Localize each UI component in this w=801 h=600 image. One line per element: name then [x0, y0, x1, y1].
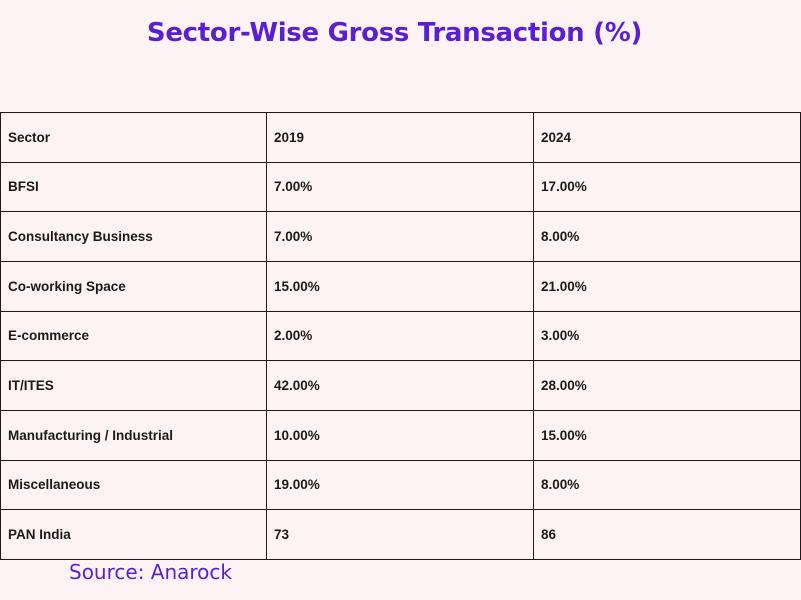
- sector-cell: PAN India: [0, 509, 267, 560]
- table-row: Co-working Space 15.00% 21.00%: [0, 260, 801, 312]
- table-row: IT/ITES 42.00% 28.00%: [0, 360, 801, 411]
- value-2024-cell: 17.00%: [533, 161, 801, 213]
- value-2024-cell: 86: [533, 509, 801, 560]
- value-2019-cell: 10.00%: [266, 409, 534, 461]
- value-2024-cell: 28.00%: [533, 360, 801, 411]
- value-2024-cell: 8.00%: [533, 459, 801, 511]
- chart-title: Sector-Wise Gross Transaction (%): [146, 18, 643, 48]
- sector-cell: Co-working Space: [0, 260, 267, 312]
- value-2024-cell: 21.00%: [533, 260, 801, 312]
- header-cell-2024: 2024: [533, 112, 801, 163]
- header-cell-sector: Sector: [0, 112, 267, 163]
- table-row: Manufacturing / Industrial 10.00% 15.00%: [0, 409, 801, 461]
- sector-cell: E-commerce: [0, 310, 267, 362]
- value-2019-cell: 42.00%: [266, 360, 534, 411]
- sector-cell: IT/ITES: [0, 360, 267, 411]
- value-2024-cell: 15.00%: [533, 409, 801, 461]
- table-row: Miscellaneous 19.00% 8.00%: [0, 459, 801, 511]
- value-2019-cell: 2.00%: [266, 310, 534, 362]
- table-body: Sector 2019 2024 BFSI 7.00% 17.00% Consulta…: [0, 112, 801, 560]
- table-row: BFSI 7.00% 17.00%: [0, 161, 801, 213]
- table-row: Consultancy Business 7.00% 8.00%: [0, 211, 801, 262]
- value-2024-cell: 8.00%: [533, 211, 801, 262]
- table-row: PAN India 73 86: [0, 509, 801, 560]
- table-row: E-commerce 2.00% 3.00%: [0, 310, 801, 362]
- sector-cell: Consultancy Business: [0, 211, 267, 262]
- header-cell-2019: 2019: [266, 112, 534, 163]
- source-note: Source: Anarock: [69, 560, 232, 584]
- sector-cell: Manufacturing / Industrial: [0, 409, 267, 461]
- value-2024-cell: 3.00%: [533, 310, 801, 362]
- value-2019-cell: 73: [266, 509, 534, 560]
- data-table: Sector 2019 2024 BFSI 7.00% 17.00% Consulta…: [0, 112, 801, 560]
- value-2019-cell: 19.00%: [266, 459, 534, 511]
- sector-cell: BFSI: [0, 161, 267, 213]
- value-2019-cell: 15.00%: [266, 260, 534, 312]
- value-2019-cell: 7.00%: [266, 161, 534, 213]
- sector-cell: Miscellaneous: [0, 459, 267, 511]
- table-header-row: Sector 2019 2024: [0, 112, 801, 163]
- value-2019-cell: 7.00%: [266, 211, 534, 262]
